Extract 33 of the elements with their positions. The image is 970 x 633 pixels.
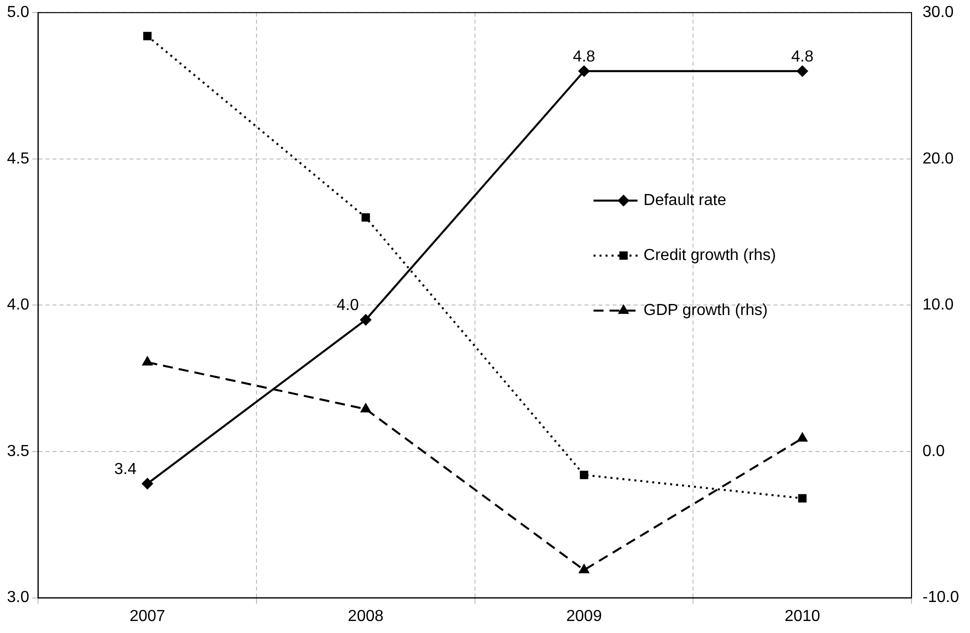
- y2-tick-label: -10.0: [922, 589, 960, 606]
- point: [143, 32, 152, 40]
- y-tick-label: 3.0: [6, 589, 30, 606]
- y2-tick-label: 30.0: [922, 4, 954, 22]
- point: [578, 66, 590, 77]
- y-tick-label: 4.0: [6, 296, 30, 314]
- y2-tick-label: 10.0: [922, 296, 954, 314]
- y2-tick-label: 20.0: [922, 150, 954, 168]
- x-tick-label: 2007: [130, 608, 166, 625]
- point: [360, 314, 372, 326]
- x-tick-label: 2009: [566, 608, 602, 625]
- point: [580, 470, 588, 480]
- y-tick-label: 5.0: [6, 4, 30, 22]
- point: [362, 213, 370, 222]
- point: [796, 66, 808, 77]
- data-label: 4.8: [572, 48, 596, 66]
- point: [798, 494, 807, 502]
- point: [142, 478, 153, 490]
- point: [360, 404, 371, 412]
- y-tick-label: 3.5: [6, 442, 30, 460]
- legend-label: Default rate: [644, 192, 726, 210]
- data-label: 3.4: [114, 461, 137, 478]
- point: [797, 432, 808, 442]
- point: [579, 564, 589, 574]
- data-label: 4.8: [791, 48, 814, 66]
- data-label: 4.0: [336, 297, 359, 314]
- y2-tick-label: 0.0: [922, 442, 945, 460]
- y-tick-label: 4.5: [6, 150, 30, 168]
- legend-label: Credit growth (rhs): [644, 247, 776, 264]
- x-tick-label: 2008: [348, 608, 384, 625]
- x-tick-label: 2010: [784, 608, 820, 625]
- legend-label: GDP growth (rhs): [644, 302, 768, 320]
- point: [142, 356, 152, 366]
